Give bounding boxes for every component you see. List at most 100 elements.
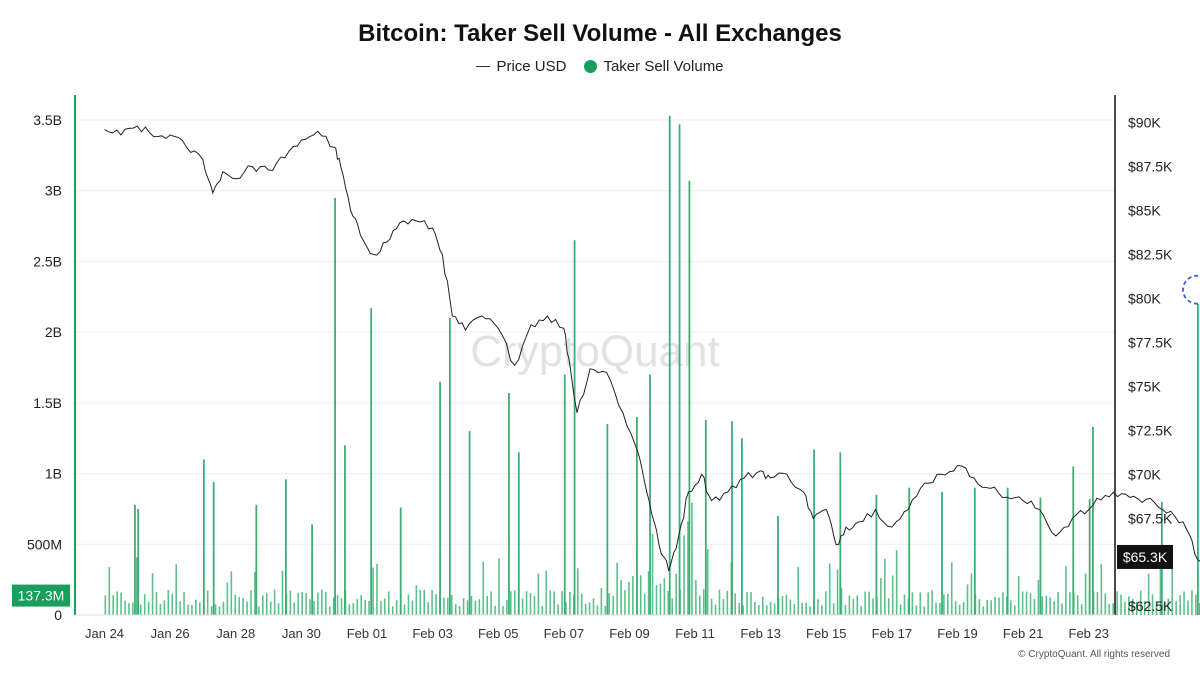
volume-bar (675, 573, 677, 615)
volume-bar-spike (508, 392, 510, 615)
volume-bar (478, 599, 481, 615)
volume-bar-spike (649, 374, 651, 615)
volume-bar-spike (678, 124, 681, 615)
volume-bar (998, 597, 1000, 615)
volume-bar (246, 601, 248, 615)
volume-bar (868, 591, 870, 615)
x-tick-label: Feb 01 (347, 626, 387, 641)
volume-bar (289, 590, 292, 615)
volume-bar-spike (875, 494, 878, 615)
chart-title: Bitcoin: Taker Sell Volume - All Exchang… (358, 20, 842, 47)
volume-bar (742, 605, 744, 615)
volume-bar (785, 594, 788, 615)
volume-bar (789, 599, 792, 615)
volume-bar (238, 597, 240, 615)
volume-bar (1128, 596, 1130, 615)
volume-bar (667, 590, 670, 615)
volume-bar (391, 606, 394, 615)
volume-bar-spike (1197, 303, 1199, 615)
volume-bar (258, 606, 260, 615)
volume-bar (336, 594, 339, 615)
volume-bar (1100, 563, 1103, 615)
volume-bar (935, 602, 937, 615)
volume-bar (1104, 593, 1107, 615)
volume-bar (852, 598, 855, 615)
volume-bar (915, 605, 918, 615)
volume-bar (691, 502, 693, 615)
legend-item-price[interactable]: Price USD (476, 58, 566, 75)
volume-bar (687, 521, 689, 615)
volume-bar-spike (563, 374, 566, 615)
x-tick-label: Feb 21 (1003, 626, 1043, 641)
volume-bar (458, 605, 461, 615)
volume-bar (761, 596, 764, 615)
volume-bar (167, 590, 170, 615)
y-left-tick-label: 1.5B (33, 395, 62, 411)
volume-bar (1108, 603, 1111, 615)
volume-bar-spike (777, 516, 779, 615)
volume-bar (860, 605, 863, 615)
volume-bar (620, 580, 622, 615)
volume-bar (824, 591, 827, 615)
volume-bar (848, 595, 851, 615)
volume-bar (769, 602, 772, 615)
volume-bar (596, 605, 599, 615)
volume-bar (632, 576, 634, 615)
volume-bar (423, 589, 426, 615)
volume-bar (576, 568, 579, 615)
volume-bar (376, 563, 378, 615)
copyright-notice: © CryptoQuant. All rights reserved (1018, 649, 1170, 660)
volume-bar (801, 602, 803, 615)
volume-bar (982, 606, 985, 615)
legend-item-taker-sell-volume[interactable]: Taker Sell Volume (584, 58, 724, 75)
volume-bar (1049, 597, 1051, 615)
volume-bar-spike (344, 445, 346, 615)
volume-bar (750, 591, 752, 615)
volume-bar (395, 599, 398, 615)
volume-bar (722, 598, 725, 615)
volume-bar (580, 593, 583, 615)
volume-bar (108, 566, 111, 615)
volume-bar (726, 590, 729, 615)
x-tick-label: Jan 30 (282, 626, 321, 641)
volume-bar (474, 600, 477, 615)
legend-label-price: Price USD (496, 58, 567, 75)
volume-bar-spike (1092, 426, 1094, 615)
volume-bar (226, 582, 229, 615)
volume-bar (588, 602, 591, 615)
volume-bar-spike (311, 524, 314, 615)
volume-bar (384, 598, 386, 615)
volume-bar (242, 597, 244, 615)
volume-bar (738, 602, 740, 615)
chart-legend: Price USD Taker Sell Volume (0, 58, 1200, 75)
volume-bar (1155, 601, 1158, 615)
volume-bar (419, 589, 422, 615)
volume-bar (360, 594, 363, 615)
volume-bar (864, 591, 866, 615)
volume-bar (695, 579, 697, 615)
volume-bar (250, 590, 252, 615)
volume-bar (210, 606, 213, 615)
volume-bar (624, 589, 626, 615)
volume-bar (427, 602, 429, 615)
volume-bar (702, 588, 705, 615)
volume-bar (947, 593, 949, 615)
volume-bar (1096, 592, 1099, 615)
volume-bar (647, 571, 650, 615)
volume-bar (1183, 591, 1185, 615)
volume-bar (1010, 600, 1012, 615)
volume-bar (836, 569, 839, 615)
x-tick-label: Feb 19 (937, 626, 977, 641)
x-tick-label: Jan 28 (216, 626, 255, 641)
volume-bar (1053, 601, 1055, 615)
volume-bar (187, 604, 189, 615)
volume-bar (639, 575, 642, 615)
volume-bar (301, 591, 303, 615)
y-right-tick-label: $85K (1128, 202, 1161, 218)
volume-bar (482, 561, 485, 615)
y-left-tick-label: 1B (45, 466, 62, 482)
volume-bar (565, 601, 567, 615)
volume-bar (214, 604, 217, 615)
volume-bar (234, 594, 237, 615)
